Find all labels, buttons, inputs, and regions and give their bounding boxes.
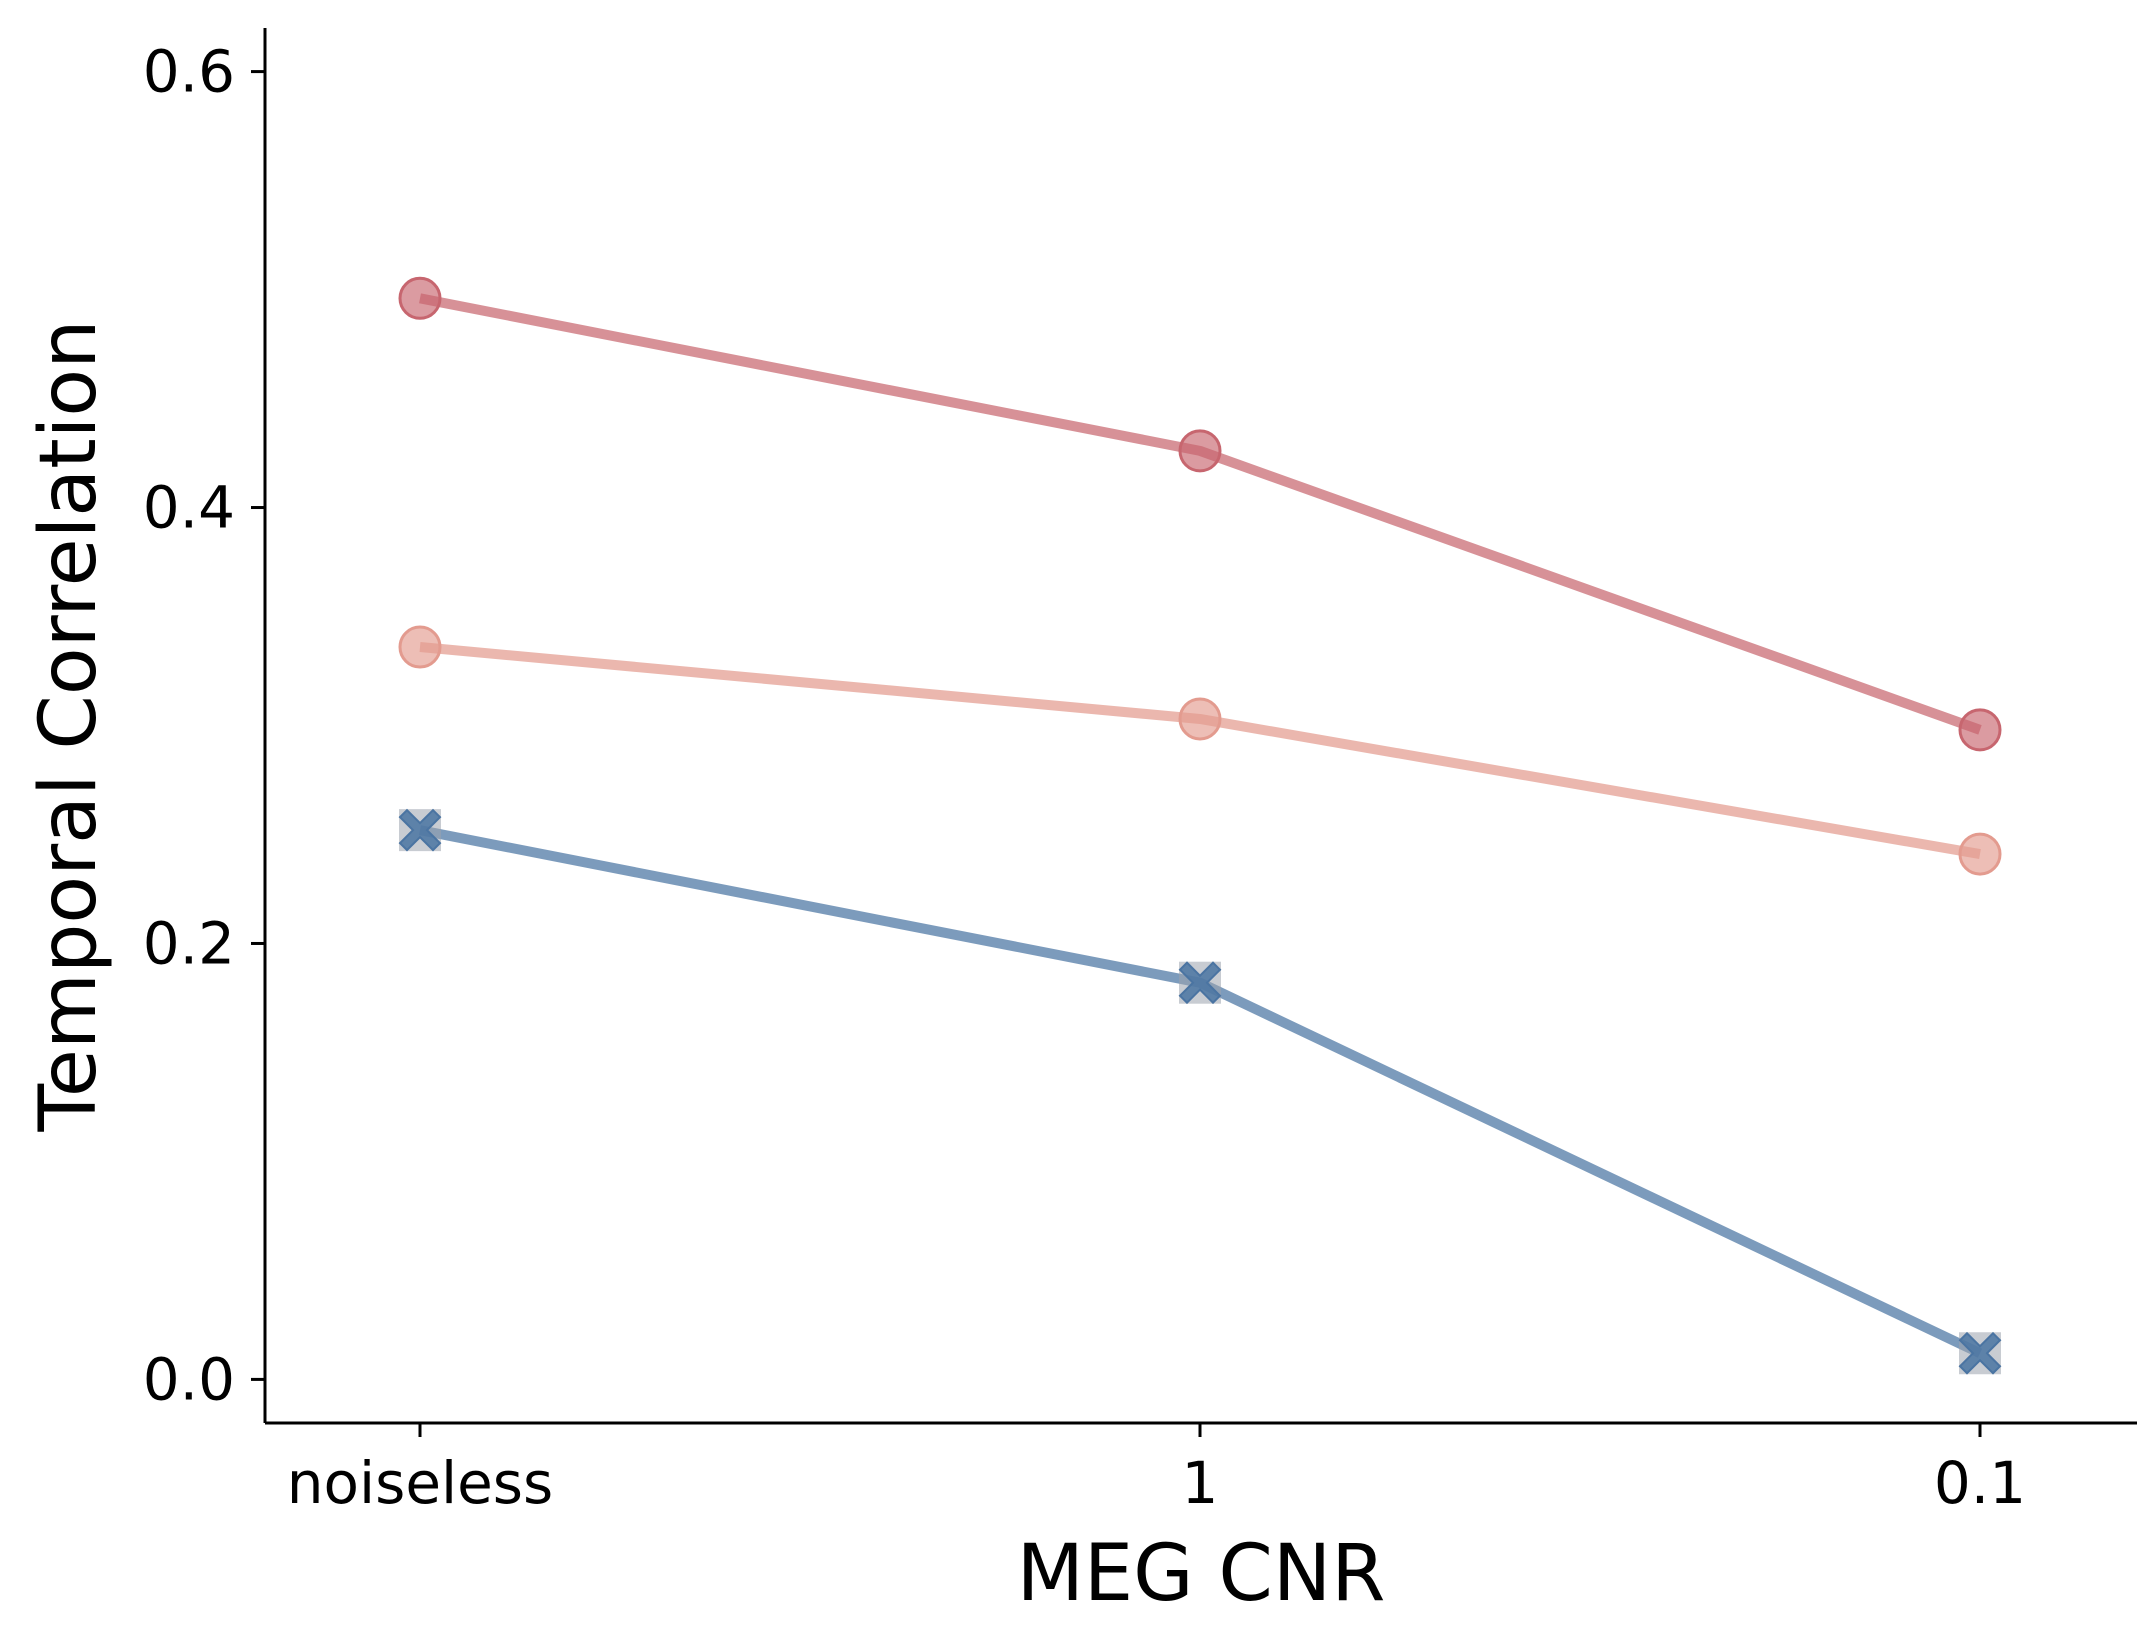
data-point-marker	[1958, 832, 2002, 876]
x-marker-icon	[398, 808, 442, 852]
x-marker-icon	[1958, 1331, 2002, 1375]
x-tick-label: 1	[1182, 1449, 1219, 1517]
x-ticks: noiseless 1 0.1	[287, 1423, 2026, 1517]
y-axis-title: Temporal Correlation	[24, 319, 114, 1132]
y-tick-label: 0.6	[143, 38, 235, 106]
y-tick-label: 0.0	[143, 1345, 235, 1413]
x-tick-label: 0.1	[1934, 1449, 2026, 1517]
series-3	[398, 808, 2002, 1375]
y-tick-label: 0.4	[143, 474, 235, 542]
series-line	[419, 642, 1981, 860]
data-point-marker	[1178, 429, 1222, 473]
data-point-marker	[1958, 1331, 2002, 1375]
x-marker-icon	[1178, 961, 1222, 1005]
series-line	[419, 825, 1983, 1358]
data-point-marker	[398, 625, 442, 669]
x-tick-label: noiseless	[287, 1449, 554, 1517]
series-2	[398, 625, 2002, 876]
data-point-marker	[1958, 708, 2002, 752]
series-1	[398, 276, 2002, 752]
x-axis-title: MEG CNR	[1017, 1529, 1386, 1619]
data-point-marker	[1178, 697, 1222, 741]
data-point-marker	[1178, 961, 1222, 1005]
y-tick-label: 0.2	[143, 909, 235, 977]
data-point-marker	[398, 276, 442, 320]
series-group	[398, 276, 2002, 1375]
y-ticks: 0.0 0.2 0.4 0.6	[143, 38, 265, 1413]
data-point-marker	[398, 808, 442, 852]
